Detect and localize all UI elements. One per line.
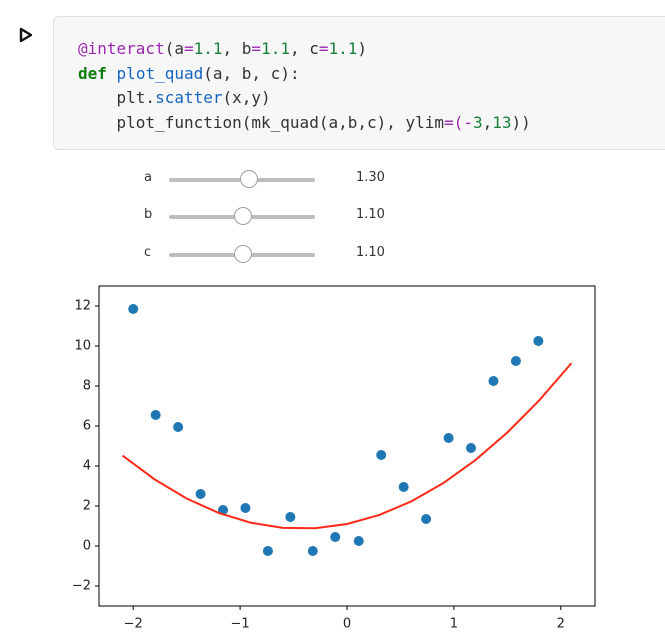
code-token: (a, b, c): xyxy=(203,63,300,83)
slider-knob[interactable] xyxy=(234,245,252,263)
point xyxy=(443,433,454,443)
plot-frame xyxy=(98,285,596,607)
y-tick-label: −2 xyxy=(72,579,91,594)
x-tick-label: −2 xyxy=(124,617,143,632)
x-tick-label: 2 xyxy=(557,617,565,632)
code-line: plt.scatter(x,y) xyxy=(78,86,531,111)
code-token: (a xyxy=(164,39,184,58)
code-token: , xyxy=(482,112,493,132)
code-cell[interactable]: @interact(a=1.1, b=1.1, c=1.1) def plot_q… xyxy=(53,16,665,150)
code-token: = xyxy=(183,39,194,58)
point xyxy=(376,450,387,460)
y-tick-label: 0 xyxy=(83,539,91,554)
code-token: 1.1 xyxy=(328,39,358,58)
point xyxy=(285,512,296,522)
code-line: @interact(a=1.1, b=1.1, c=1.1) xyxy=(78,37,531,62)
run-button[interactable] xyxy=(18,27,34,43)
slider-knob[interactable] xyxy=(234,207,252,225)
code-token: )) xyxy=(511,112,531,132)
y-tick-label: 4 xyxy=(83,459,91,474)
point xyxy=(173,422,184,432)
y-tick-label: 6 xyxy=(83,419,91,434)
point xyxy=(262,546,273,556)
y-tick-label: 12 xyxy=(74,299,91,314)
code-token: 3 xyxy=(472,112,483,132)
point xyxy=(353,536,364,546)
code: @interact(a=1.1, b=1.1, c=1.1) def plot_q… xyxy=(78,37,531,135)
code-token: def xyxy=(78,63,107,83)
slider-value: 1.10 xyxy=(356,245,385,260)
slider-value: 1.30 xyxy=(356,170,385,185)
code-token: plot_quad xyxy=(116,63,204,83)
code-token: 13 xyxy=(492,112,512,132)
code-token: , c xyxy=(289,39,319,58)
slider-label: c xyxy=(144,245,152,260)
point xyxy=(533,336,544,346)
slider-row: c 1.10 xyxy=(0,245,420,265)
x-tick-label: 1 xyxy=(450,617,458,632)
curve xyxy=(121,362,573,530)
point xyxy=(330,532,341,542)
y-tick-label: 2 xyxy=(83,499,91,514)
point xyxy=(128,304,139,314)
code-token: = xyxy=(251,39,262,58)
code-token: plot_function(mk_quad(a,b,c), ylim xyxy=(78,112,445,132)
point xyxy=(488,376,499,386)
code-token: ) xyxy=(357,39,368,58)
code-token: =(- xyxy=(444,112,473,132)
slider-label: a xyxy=(144,170,152,185)
slider-value: 1.10 xyxy=(356,207,385,222)
slider-row: b 1.10 xyxy=(0,207,420,227)
slider-knob[interactable] xyxy=(240,170,258,188)
point xyxy=(195,489,206,499)
point xyxy=(466,443,476,453)
code-token: = xyxy=(318,39,329,58)
slider-label: b xyxy=(144,207,153,222)
code-line: plot_function(mk_quad(a,b,c), ylim=(-3,1… xyxy=(78,111,531,136)
code-token: 1.1 xyxy=(193,39,223,58)
x-tick-label: 0 xyxy=(343,617,351,632)
code-token: , b xyxy=(222,39,252,58)
point xyxy=(240,503,251,513)
code-line: def plot_quad(a, b, c): xyxy=(78,62,531,87)
point xyxy=(307,546,318,556)
code-token: @interact xyxy=(78,39,165,58)
code-token: 1.1 xyxy=(261,39,290,58)
point xyxy=(421,514,432,524)
point xyxy=(510,356,521,366)
y-tick-label: 10 xyxy=(74,339,91,354)
y-tick-label: 8 xyxy=(83,379,91,394)
code-token: scatter xyxy=(155,88,223,107)
code-token: plt. xyxy=(78,88,156,107)
x-tick-label: −1 xyxy=(231,617,250,632)
point xyxy=(398,482,409,492)
slider-row: a 1.30 xyxy=(0,170,420,190)
code-token: (x,y) xyxy=(222,88,271,107)
point xyxy=(150,410,161,420)
